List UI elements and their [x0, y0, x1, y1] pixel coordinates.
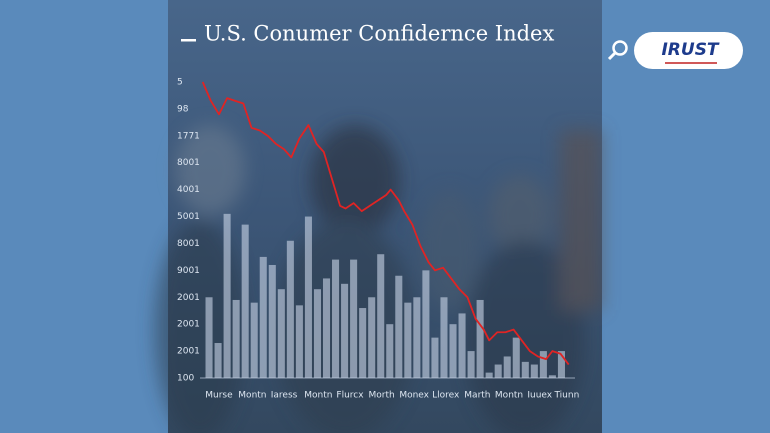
line: [201, 81, 570, 366]
x-tick-label: Tiunn: [553, 391, 579, 401]
bar: [223, 213, 231, 378]
search-icon[interactable]: [607, 40, 628, 61]
bar: [422, 270, 430, 378]
x-tick-label: Montn: [495, 391, 523, 401]
bar: [503, 356, 511, 378]
x-tick-label: Montn: [238, 391, 266, 401]
bar: [286, 240, 294, 378]
bar: [214, 343, 222, 378]
bar: [304, 216, 312, 378]
y-tick-label: 4001: [177, 185, 200, 195]
bar: [322, 278, 331, 378]
bar: [313, 289, 321, 378]
bar: [295, 305, 303, 378]
x-tick-label: Morth: [369, 391, 395, 401]
bar: [395, 275, 403, 378]
bar: [241, 224, 249, 378]
bar: [205, 297, 213, 378]
bar: [539, 351, 547, 378]
bar: [431, 337, 439, 378]
y-tick-label: 2001: [177, 293, 200, 303]
y-tick-label: 100: [177, 374, 194, 384]
bar: [485, 372, 493, 378]
x-tick-label: Monex: [399, 391, 429, 401]
bar: [277, 289, 285, 378]
bar: [548, 375, 556, 378]
y-tick-label: 2001: [177, 347, 200, 357]
plot: 5 98 1771 8001 4001 5001 8001 9001 2001 2001 2001 1…: [177, 78, 579, 401]
bar: [440, 297, 448, 378]
y-tick-label: 8001: [177, 239, 200, 249]
bar: [521, 361, 529, 378]
bar: [232, 299, 240, 378]
x-tick-label: Llorex: [432, 391, 460, 401]
bar: [449, 324, 457, 378]
bar: [259, 256, 267, 378]
bar: [359, 308, 367, 378]
bar: [250, 302, 258, 378]
bar: [386, 324, 394, 378]
y-tick-label: 5: [177, 78, 183, 88]
x-tick-label: Montn: [304, 391, 332, 401]
bar: [404, 302, 412, 378]
y-tick-label: 9001: [177, 266, 200, 276]
x-tick-label: Murse: [205, 391, 233, 401]
y-tick-label: 98: [177, 104, 189, 114]
bar: [368, 297, 376, 378]
bar: [467, 351, 475, 378]
bar: [341, 283, 349, 378]
bar: [476, 299, 484, 378]
x-tick-label: Iaress: [271, 391, 298, 401]
bar: [377, 254, 385, 378]
y-tick-label: 8001: [177, 158, 200, 168]
bar: [458, 313, 466, 378]
bar: [332, 259, 340, 378]
x-tick-label: Flurcx: [336, 391, 364, 401]
logo-text: IRUST: [661, 40, 719, 60]
y-tick-label: 5001: [177, 212, 200, 222]
bar: [530, 364, 538, 378]
bar: [512, 337, 520, 378]
y-tick-label: 1771: [177, 131, 200, 141]
bar: [557, 351, 565, 378]
chart-title: U.S. Conumer Confidernce Index: [204, 22, 554, 46]
bar: [413, 297, 421, 378]
bar: [350, 259, 358, 378]
x-tick-label: Marth: [464, 391, 490, 401]
y-tick-label: 2001: [177, 320, 200, 330]
logo-pill[interactable]: [634, 32, 743, 69]
bar: [268, 264, 276, 378]
x-tick-label: Iuuex: [527, 391, 552, 401]
bar: [494, 364, 502, 378]
title-dash: [181, 39, 196, 42]
